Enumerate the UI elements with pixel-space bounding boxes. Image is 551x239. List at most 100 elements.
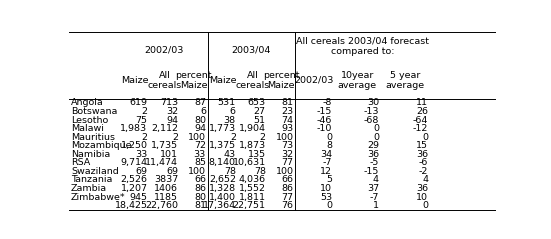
Text: 86: 86 [194, 184, 206, 193]
Text: 32: 32 [282, 150, 294, 159]
Text: 32: 32 [166, 107, 178, 116]
Text: 8,140: 8,140 [209, 158, 236, 167]
Text: 74: 74 [282, 115, 294, 125]
Text: All
cereals: All cereals [235, 71, 269, 90]
Text: 713: 713 [160, 98, 178, 107]
Text: 1185: 1185 [154, 193, 178, 202]
Text: 78: 78 [253, 167, 266, 176]
Text: 22,760: 22,760 [145, 201, 178, 210]
Text: 51: 51 [253, 115, 266, 125]
Text: 77: 77 [282, 158, 294, 167]
Text: 18,425: 18,425 [115, 201, 148, 210]
Text: percent
Maize: percent Maize [263, 71, 300, 90]
Text: 69: 69 [136, 167, 148, 176]
Text: 43: 43 [224, 150, 236, 159]
Text: 94: 94 [194, 124, 206, 133]
Text: 80: 80 [194, 193, 206, 202]
Text: 135: 135 [247, 150, 266, 159]
Text: 36: 36 [416, 184, 428, 193]
Text: 23: 23 [282, 107, 294, 116]
Text: 76: 76 [282, 201, 294, 210]
Text: 53: 53 [320, 193, 332, 202]
Text: 1,250: 1,250 [121, 141, 148, 150]
Text: Botswana: Botswana [71, 107, 117, 116]
Text: 81: 81 [194, 201, 206, 210]
Text: 17,364: 17,364 [203, 201, 236, 210]
Text: 100: 100 [276, 167, 294, 176]
Text: 0: 0 [373, 124, 379, 133]
Text: -68: -68 [364, 115, 379, 125]
Text: 1,400: 1,400 [209, 193, 236, 202]
Text: 1,735: 1,735 [151, 141, 178, 150]
Text: -10: -10 [316, 124, 332, 133]
Text: Namibia: Namibia [71, 150, 110, 159]
Text: 4: 4 [373, 175, 379, 185]
Text: 1,811: 1,811 [239, 193, 266, 202]
Text: 80: 80 [194, 115, 206, 125]
Text: 10,631: 10,631 [233, 158, 266, 167]
Text: 69: 69 [166, 167, 178, 176]
Text: 0: 0 [422, 133, 428, 142]
Text: 72: 72 [194, 141, 206, 150]
Text: 1,375: 1,375 [209, 141, 236, 150]
Text: 66: 66 [282, 175, 294, 185]
Text: 4: 4 [422, 175, 428, 185]
Text: 75: 75 [136, 115, 148, 125]
Text: -7: -7 [322, 158, 332, 167]
Text: Lesotho: Lesotho [71, 115, 108, 125]
Text: 1,873: 1,873 [239, 141, 266, 150]
Text: 30: 30 [367, 98, 379, 107]
Text: 1,904: 1,904 [239, 124, 266, 133]
Text: 9,714: 9,714 [121, 158, 148, 167]
Text: 100: 100 [276, 133, 294, 142]
Text: 11: 11 [416, 98, 428, 107]
Text: 33: 33 [135, 150, 148, 159]
Text: 78: 78 [224, 167, 236, 176]
Text: 619: 619 [129, 98, 148, 107]
Text: -6: -6 [419, 158, 428, 167]
Text: 73: 73 [282, 141, 294, 150]
Text: 29: 29 [367, 141, 379, 150]
Text: 100: 100 [188, 133, 206, 142]
Text: -15: -15 [316, 107, 332, 116]
Text: Swaziland: Swaziland [71, 167, 119, 176]
Text: 15: 15 [416, 141, 428, 150]
Text: 26: 26 [416, 107, 428, 116]
Text: 3837: 3837 [154, 175, 178, 185]
Text: -13: -13 [364, 107, 379, 116]
Text: 4,036: 4,036 [239, 175, 266, 185]
Text: 2002/03: 2002/03 [144, 45, 183, 54]
Text: -2: -2 [419, 167, 428, 176]
Text: 81: 81 [282, 98, 294, 107]
Text: 66: 66 [194, 175, 206, 185]
Text: 22,751: 22,751 [233, 201, 266, 210]
Text: 85: 85 [194, 158, 206, 167]
Text: 101: 101 [160, 150, 178, 159]
Text: 27: 27 [253, 107, 266, 116]
Text: 945: 945 [129, 193, 148, 202]
Text: 2003/04: 2003/04 [232, 45, 271, 54]
Text: Zambia: Zambia [71, 184, 107, 193]
Text: 1406: 1406 [154, 184, 178, 193]
Text: 0: 0 [422, 201, 428, 210]
Text: Mauritius: Mauritius [71, 133, 115, 142]
Text: Maize: Maize [121, 76, 148, 85]
Text: 94: 94 [166, 115, 178, 125]
Text: 10year
average: 10year average [338, 71, 377, 90]
Text: 11,474: 11,474 [145, 158, 178, 167]
Text: Mozambique: Mozambique [71, 141, 132, 150]
Text: 0: 0 [373, 133, 379, 142]
Text: 6: 6 [200, 107, 206, 116]
Text: 2,112: 2,112 [151, 124, 178, 133]
Text: Maize: Maize [209, 76, 236, 85]
Text: 2002/03: 2002/03 [295, 76, 334, 85]
Text: 5: 5 [326, 175, 332, 185]
Text: -7: -7 [370, 193, 379, 202]
Text: 0: 0 [326, 201, 332, 210]
Text: 2,526: 2,526 [121, 175, 148, 185]
Text: -5: -5 [370, 158, 379, 167]
Text: 93: 93 [282, 124, 294, 133]
Text: 6: 6 [230, 107, 236, 116]
Text: 86: 86 [282, 184, 294, 193]
Text: 5 year
average: 5 year average [386, 71, 425, 90]
